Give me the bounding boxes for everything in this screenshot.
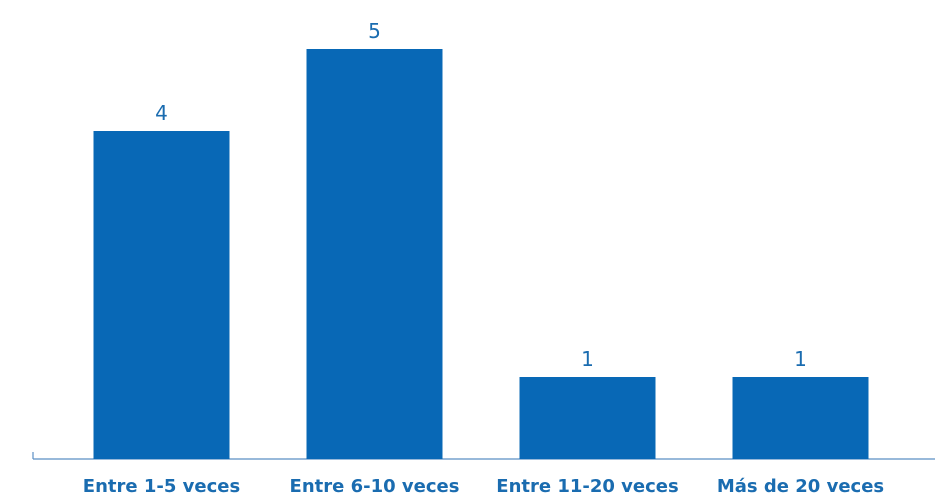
category-labels-group: Entre 1-5 veces Entre 6-10 veces Entre 11-… bbox=[83, 476, 884, 497]
value-labels-group: 4 5 1 1 bbox=[155, 19, 807, 371]
bar-value-label-1: 4 bbox=[155, 101, 168, 125]
bar-3 bbox=[519, 377, 656, 459]
category-label-1: Entre 1-5 veces bbox=[83, 476, 240, 497]
category-label-3: Entre 11-20 veces bbox=[496, 476, 678, 497]
bar-4 bbox=[732, 377, 869, 459]
bar-value-label-3: 1 bbox=[581, 347, 594, 371]
bars-group bbox=[93, 49, 869, 459]
category-label-2: Entre 6-10 veces bbox=[290, 476, 460, 497]
bar-value-label-4: 1 bbox=[794, 347, 807, 371]
bar-value-label-2: 5 bbox=[368, 19, 381, 43]
category-label-4: Más de 20 veces bbox=[717, 476, 884, 497]
bar-2 bbox=[306, 49, 443, 459]
bar-1 bbox=[93, 131, 230, 459]
